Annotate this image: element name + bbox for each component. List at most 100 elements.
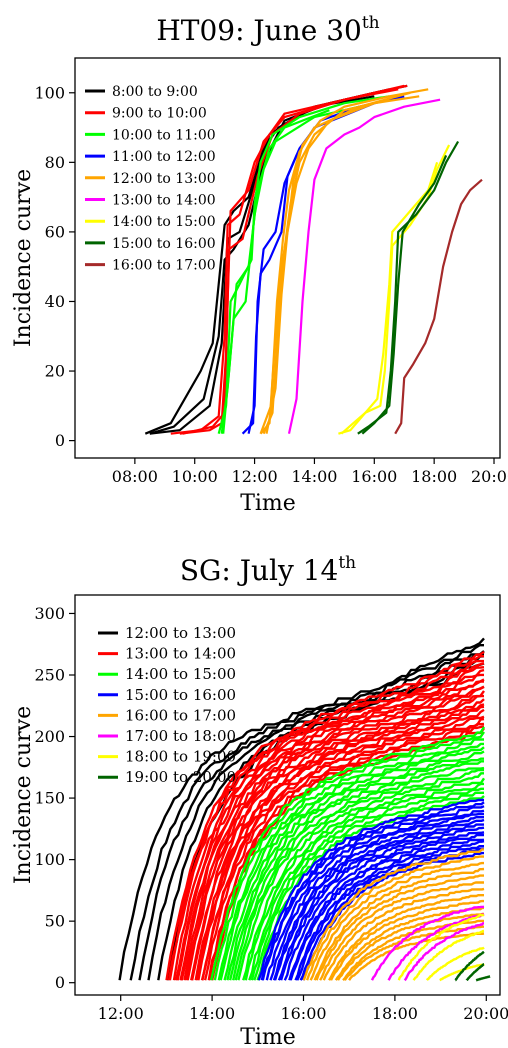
legend-label-16-00-to-17-00: 16:00 to 17:00 xyxy=(125,706,236,724)
legend-label-15-00-to-16-00: 15:00 to 16:00 xyxy=(112,236,216,252)
series-line-15-00-to-16-00 xyxy=(279,826,485,981)
series-line-10-00-to-11-00 xyxy=(220,105,360,434)
legend-label-8-00-to-9-00: 8:00 to 9:00 xyxy=(112,84,198,100)
series-line-12-00-to-13-00 xyxy=(118,637,485,981)
series-line-13-00-to-14-00 xyxy=(197,705,485,981)
series-line-16-00-to-17-00 xyxy=(394,178,483,435)
legend-label-12-00-to-13-00: 12:00 to 13:00 xyxy=(125,624,236,642)
chart-1-title: HT09: June 30th xyxy=(156,13,379,47)
chart-1-y-label: Incidence curve xyxy=(11,169,36,347)
x-tick-label: 16:00 xyxy=(280,1004,326,1023)
legend-label-13-00-to-14-00: 13:00 to 14:00 xyxy=(112,193,216,209)
series-line-16-00-to-17-00 xyxy=(329,899,484,981)
series-line-16-00-to-17-00 xyxy=(348,932,485,981)
legend-label-10-00-to-11-00: 10:00 to 11:00 xyxy=(112,127,216,143)
series-line-9-00-to-10-00 xyxy=(182,84,405,435)
chart-2-frame xyxy=(74,594,501,996)
series-line-14-00-to-15-00 xyxy=(244,777,486,981)
series-line-15-00-to-16-00 xyxy=(294,840,485,981)
chart-2-legend: 12:00 to 13:00 13:00 to 14:00 14:00 to 15:… xyxy=(98,624,236,786)
series-line-16-00-to-17-00 xyxy=(319,881,484,981)
series-line-13-00-to-14-00 xyxy=(183,680,484,981)
series-line-15-00-to-16-00 xyxy=(283,831,485,981)
legend-label-14-00-to-15-00: 14:00 to 15:00 xyxy=(125,665,236,683)
chart-2: SG: July 14th 12:00 14:00 16:00 18:00 20:00 … xyxy=(11,553,508,1048)
series-line-14-00-to-15-00 xyxy=(338,161,439,435)
series-line-15-00-to-16-00 xyxy=(257,798,484,981)
series-line-14-00-to-15-00 xyxy=(223,746,485,981)
series-line-15-00-to-16-00 xyxy=(296,845,484,981)
x-tick-label: 16:00 xyxy=(351,467,397,486)
series-line-14-00-to-15-00 xyxy=(248,782,484,981)
x-tick-label: 14:00 xyxy=(291,467,337,486)
series-line-12-00-to-13-00 xyxy=(138,650,485,981)
series-line-14-00-to-15-00 xyxy=(250,787,484,981)
y-tick-label: 60 xyxy=(45,222,65,241)
y-tick-label: 80 xyxy=(45,153,65,172)
series-line-15-00-to-16-00 xyxy=(269,812,484,981)
legend-label-14-00-to-15-00: 14:00 to 15:00 xyxy=(112,214,216,230)
series-line-16-00-to-17-00 xyxy=(328,894,484,981)
series-line-10-00-to-11-00 xyxy=(222,109,330,434)
series-line-15-00-to-16-00 xyxy=(260,801,485,981)
y-tick-label: 0 xyxy=(55,431,65,450)
x-tick-label: 18:00 xyxy=(411,467,457,486)
series-line-18-00-to-19-00 xyxy=(412,929,485,981)
legend-label-18-00-to-19-00: 18:00 to 19:00 xyxy=(125,748,236,766)
legend-label-11-00-to-12-00: 11:00 to 12:00 xyxy=(112,149,216,165)
series-line-10-00-to-11-00 xyxy=(217,95,390,434)
legend-label-12-00-to-13-00: 12:00 to 13:00 xyxy=(112,171,216,187)
chart-2-x-label: Time xyxy=(240,1025,296,1048)
series-line-16-00-to-17-00 xyxy=(336,912,484,981)
series-line-15-00-to-16-00 xyxy=(357,140,460,435)
series-line-17-00-to-18-00 xyxy=(403,922,485,982)
x-tick-label: 12:00 xyxy=(232,467,278,486)
chart-1: HT09: June 30th 08:00 10:00 12:00 14:00 16:0… xyxy=(11,13,508,516)
series-line-14-00-to-15-00 xyxy=(234,766,485,981)
x-tick-label: 10:00 xyxy=(172,467,218,486)
y-tick-label: 0 xyxy=(55,973,65,992)
series-line-15-00-to-16-00 xyxy=(273,818,485,981)
series-line-19-00-to-20-00 xyxy=(454,950,485,982)
chart-2-x-axis: 12:00 14:00 16:00 18:00 20:00 xyxy=(98,995,508,1023)
series-line-14-00-to-15-00 xyxy=(228,757,484,981)
chart-1-y-axis: 0 20 40 60 80 100 xyxy=(34,83,75,450)
series-line-16-00-to-17-00 xyxy=(315,874,484,981)
series-line-13-00-to-14-00 xyxy=(168,659,484,981)
series-line-13-00-to-14-00 xyxy=(174,666,485,981)
legend-label-16-00-to-17-00: 16:00 to 17:00 xyxy=(112,258,216,274)
series-line-14-00-to-15-00 xyxy=(219,742,484,981)
series-line-16-00-to-17-00 xyxy=(313,867,485,981)
legend-label-13-00-to-14-00: 13:00 to 14:00 xyxy=(125,645,236,663)
series-line-13-00-to-14-00 xyxy=(190,694,484,981)
series-line-13-00-to-14-00 xyxy=(287,98,441,434)
series-line-14-00-to-15-00 xyxy=(253,791,484,981)
y-tick-label: 250 xyxy=(34,666,65,685)
chart-2-title: SG: July 14th xyxy=(180,553,356,587)
x-tick-label: 20:00 xyxy=(463,1004,508,1023)
chart-1-legend: 8:00 to 9:00 9:00 to 10:00 10:00 to 11:00 1… xyxy=(85,84,216,274)
chart-1-plot-area xyxy=(144,84,483,435)
y-tick-label: 300 xyxy=(34,604,65,623)
series-line-13-00-to-14-00 xyxy=(165,650,485,981)
chart-1-frame xyxy=(74,57,501,459)
series-line-15-00-to-16-00 xyxy=(289,838,485,981)
y-tick-label: 100 xyxy=(34,850,65,869)
legend-label-9-00-to-10-00: 9:00 to 10:00 xyxy=(112,106,207,122)
x-tick-label: 08:00 xyxy=(112,467,158,486)
series-line-16-00-to-17-00 xyxy=(302,848,484,981)
series-line-14-00-to-15-00 xyxy=(242,772,484,981)
series-line-16-00-to-17-00 xyxy=(322,887,485,981)
y-tick-label: 40 xyxy=(45,292,65,311)
chart-2-y-axis: 0 50 100 150 200 250 300 xyxy=(34,604,75,992)
series-line-14-00-to-15-00 xyxy=(237,768,484,981)
chart-2-plot-area xyxy=(118,637,491,982)
series-line-19-00-to-20-00 xyxy=(475,975,491,982)
x-tick-label: 20:00 xyxy=(471,467,508,486)
chart-1-x-axis: 08:00 10:00 12:00 14:00 16:00 18:00 20:00 xyxy=(112,458,508,486)
x-tick-label: 12:00 xyxy=(98,1004,144,1023)
series-line-14-00-to-15-00 xyxy=(210,726,486,981)
series-line-15-00-to-16-00 xyxy=(261,805,485,981)
series-line-17-00-to-18-00 xyxy=(370,905,485,981)
